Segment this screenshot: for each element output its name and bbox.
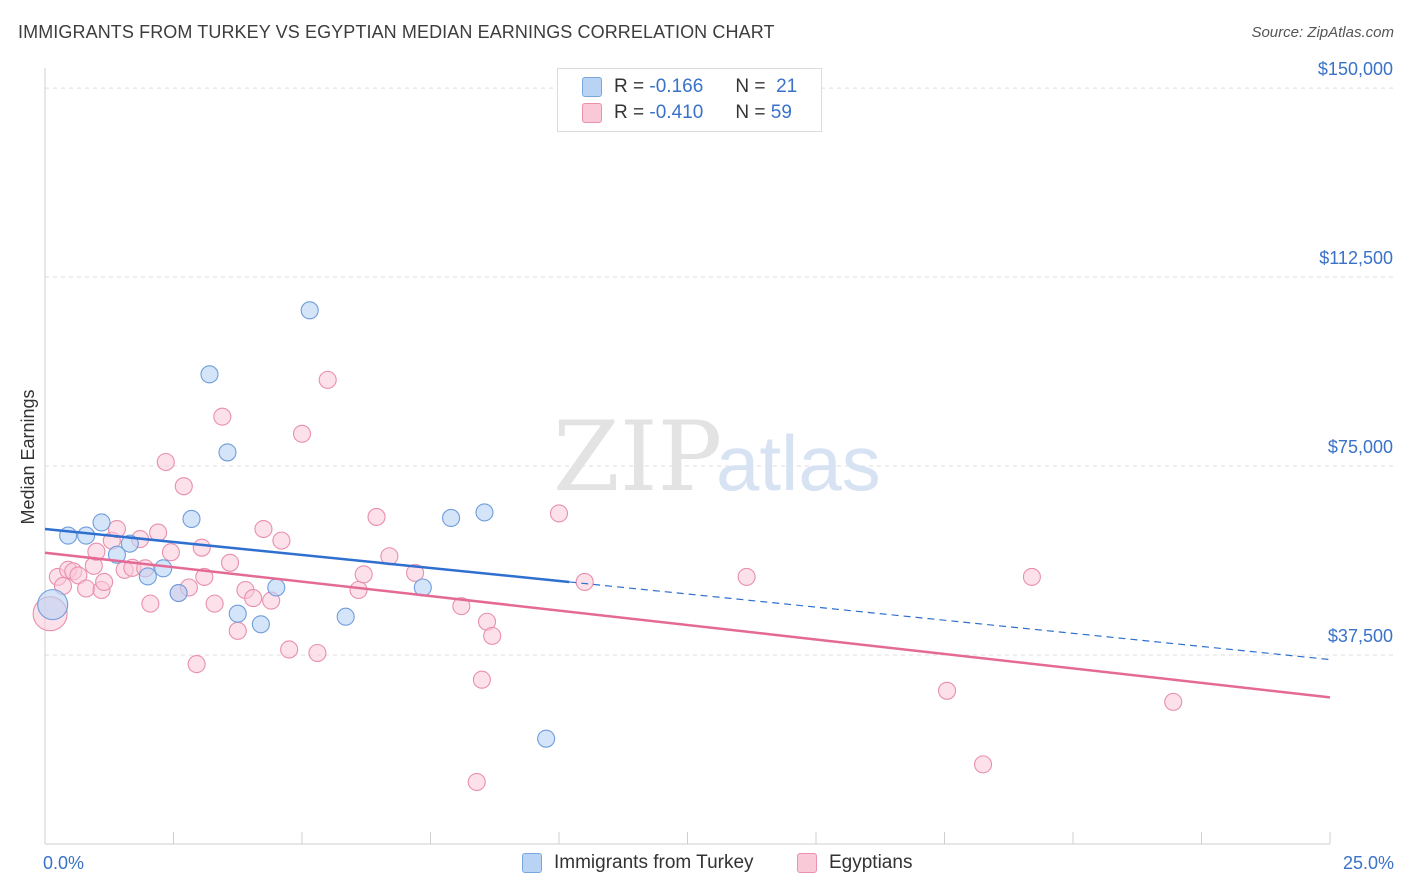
turkey-point bbox=[92, 513, 111, 532]
turkey-point bbox=[138, 567, 157, 586]
r-value: -0.410 bbox=[649, 102, 704, 123]
egyptians-point bbox=[737, 567, 756, 586]
egyptians-point bbox=[228, 621, 247, 640]
x-tick-label: 25.0% bbox=[1343, 853, 1394, 873]
egyptians-point bbox=[187, 655, 206, 674]
y-tick-label: $37,500 bbox=[1328, 626, 1393, 646]
legend-item-turkey[interactable]: Immigrants from Turkey bbox=[522, 852, 754, 874]
r-label: R = bbox=[614, 76, 645, 97]
egyptians-point bbox=[349, 580, 368, 600]
source-label: Source: ZipAtlas.com bbox=[1251, 24, 1394, 41]
egyptians-point bbox=[280, 640, 299, 659]
turkey-point bbox=[37, 589, 69, 621]
watermark-atlas: atlas bbox=[716, 419, 881, 507]
egyptians-point bbox=[205, 594, 224, 613]
egyptians-point bbox=[272, 531, 291, 550]
turkey-point bbox=[107, 545, 127, 564]
x-tick-label: 0.0% bbox=[43, 853, 84, 873]
egyptians-point bbox=[318, 370, 337, 389]
egypt-legend-swatch bbox=[797, 853, 817, 873]
n-value: 59 bbox=[770, 102, 792, 123]
egyptians-point bbox=[483, 626, 502, 645]
egyptians-point bbox=[254, 519, 273, 539]
turkey-legend-swatch bbox=[522, 853, 542, 873]
egyptians-point bbox=[938, 681, 957, 700]
y-axis-label: Median Earnings bbox=[18, 389, 38, 524]
turkey-point bbox=[228, 604, 247, 623]
egyptians-point bbox=[244, 589, 263, 608]
egyptians-point bbox=[87, 542, 106, 561]
turkey-points bbox=[37, 301, 556, 748]
turkey-point bbox=[300, 301, 319, 320]
watermark: ZIP atlas bbox=[553, 401, 881, 513]
egyptians-point bbox=[161, 543, 180, 562]
turkey-trend-line-solid bbox=[44, 527, 570, 584]
egyptians-point bbox=[472, 670, 491, 689]
n-label: N = bbox=[735, 102, 766, 123]
stats-legend-row-egypt: R = -0.410 N = 59 bbox=[582, 101, 792, 125]
egyptians-point bbox=[406, 563, 425, 582]
x-tick-labels: 0.0% 25.0% bbox=[43, 853, 1394, 873]
egyptians-point bbox=[195, 567, 214, 586]
y-tick-labels: $37,500 $75,000 $112,500 $150,000 bbox=[1318, 59, 1393, 646]
egyptians-point bbox=[156, 452, 175, 472]
legend-label-turkey: Immigrants from Turkey bbox=[554, 852, 754, 873]
egyptians-point bbox=[367, 507, 386, 526]
turkey-point bbox=[169, 583, 188, 603]
turkey-point bbox=[182, 509, 201, 529]
egyptians-point bbox=[308, 643, 327, 663]
turkey-point bbox=[154, 559, 173, 578]
turkey-trend-line-dashed bbox=[569, 581, 1331, 661]
y-tick-label: $75,000 bbox=[1328, 437, 1393, 457]
turkey-point bbox=[537, 729, 556, 748]
chart-title: IMMIGRANTS FROM TURKEY VS EGYPTIAN MEDIA… bbox=[18, 22, 775, 42]
n-value: 21 bbox=[776, 76, 798, 97]
egyptians-trend-line bbox=[44, 551, 1331, 699]
axes bbox=[44, 68, 1331, 845]
legend-label-egyptians: Egyptians bbox=[829, 852, 913, 873]
series-legend: Immigrants from Turkey Egyptians bbox=[0, 852, 1406, 878]
legend-item-egyptians[interactable]: Egyptians bbox=[797, 852, 912, 874]
y-tick-label: $150,000 bbox=[1318, 59, 1393, 79]
egyptians-point bbox=[192, 538, 211, 557]
egyptians-point bbox=[1164, 692, 1183, 711]
watermark-zip: ZIP bbox=[553, 401, 722, 513]
turkey-point bbox=[336, 607, 355, 626]
egyptians-point bbox=[549, 504, 569, 523]
egyptians-point bbox=[213, 407, 232, 426]
egyptians-point bbox=[1022, 567, 1041, 586]
turkey-point bbox=[442, 508, 461, 527]
turkey-point bbox=[200, 365, 219, 384]
egyptians-point bbox=[467, 772, 486, 792]
r-label: R = bbox=[614, 102, 645, 123]
egyptians-point bbox=[973, 755, 993, 774]
egypt-swatch bbox=[582, 103, 602, 123]
stats-legend: R = -0.166 N = 21 R = -0.410 N = 59 bbox=[557, 68, 822, 132]
turkey-point bbox=[218, 443, 237, 462]
r-value: -0.166 bbox=[649, 76, 704, 97]
turkey-point bbox=[475, 503, 494, 522]
y-tick-label: $112,500 bbox=[1319, 248, 1393, 268]
turkey-point bbox=[77, 526, 96, 545]
egyptians-point bbox=[141, 594, 160, 613]
egyptians-point bbox=[452, 597, 471, 616]
n-label: N = bbox=[735, 76, 766, 97]
stats-legend-row-turkey: R = -0.166 N = 21 bbox=[582, 75, 797, 99]
egyptians-point bbox=[354, 565, 373, 584]
egyptians-point bbox=[95, 572, 114, 591]
egyptians-point bbox=[77, 579, 96, 598]
egyptians-point bbox=[149, 523, 168, 542]
turkey-point bbox=[120, 534, 139, 553]
turkey-point bbox=[267, 578, 286, 597]
grid-lines bbox=[45, 87, 1394, 656]
egyptians-point bbox=[292, 424, 312, 443]
turkey-swatch bbox=[582, 77, 602, 97]
turkey-point bbox=[251, 615, 270, 634]
egyptians-point bbox=[174, 477, 193, 496]
trend-lines bbox=[44, 527, 1331, 699]
egyptians-point bbox=[220, 553, 240, 572]
egyptians-point bbox=[575, 572, 594, 591]
